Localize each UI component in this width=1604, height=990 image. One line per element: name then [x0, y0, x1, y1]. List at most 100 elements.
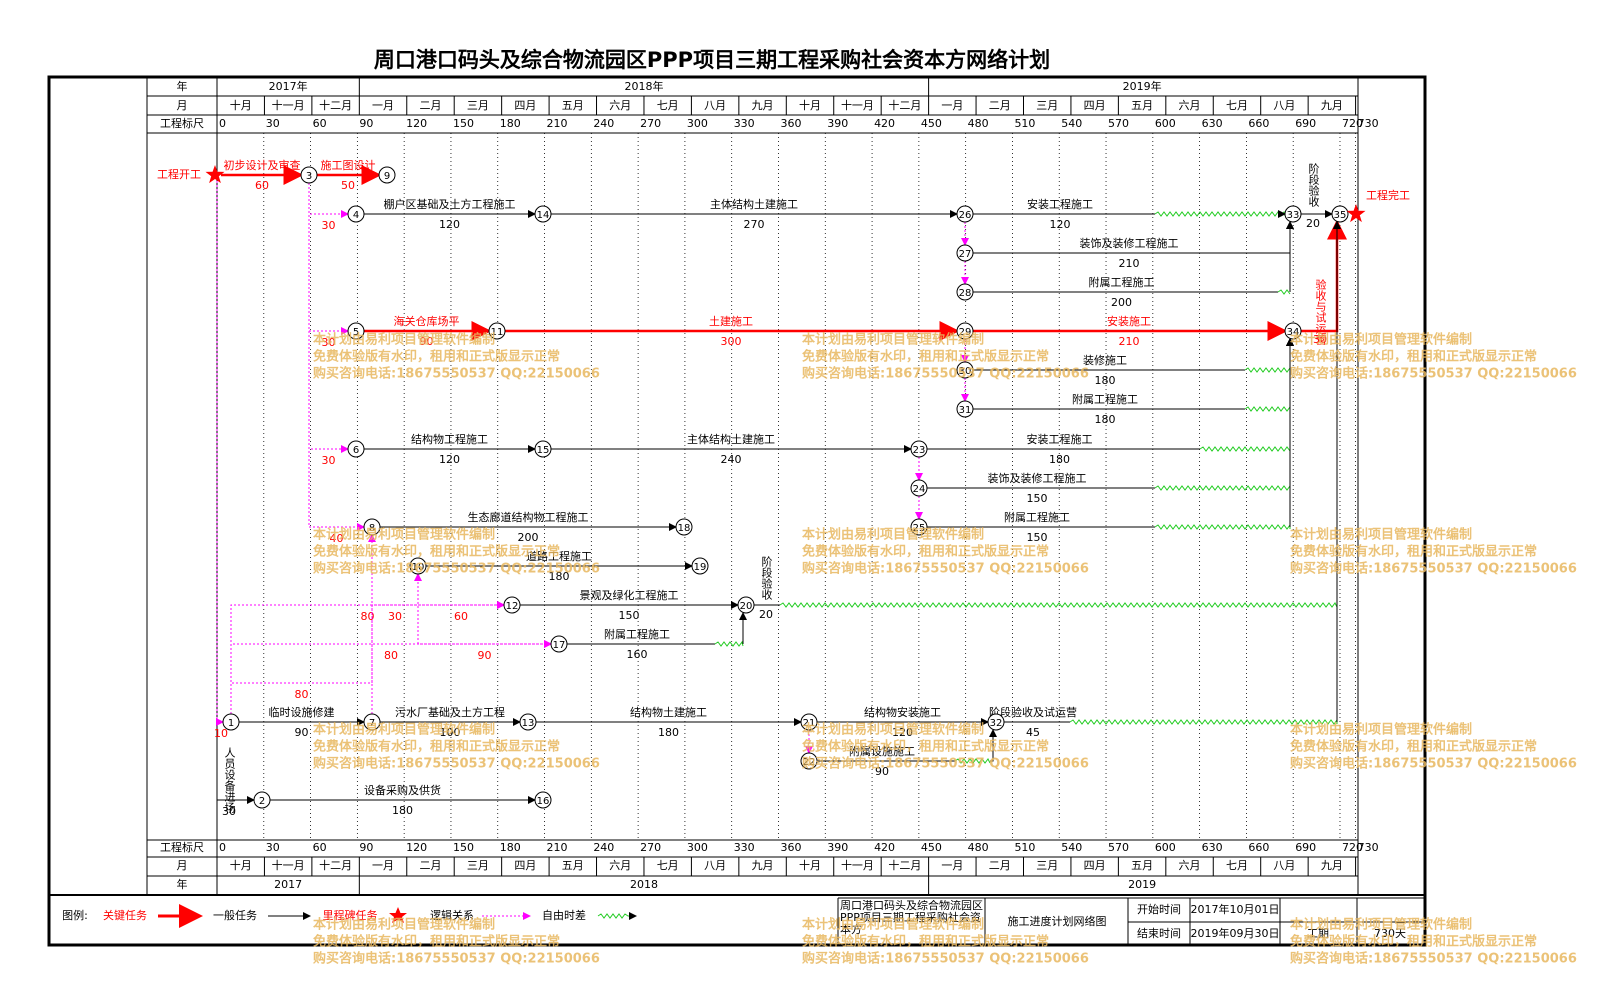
node-label: 33 — [1287, 210, 1300, 221]
logic-link: 40 — [308, 183, 365, 545]
scale-label: 30 — [266, 117, 280, 130]
node-label: 27 — [959, 249, 972, 260]
node-label: 21 — [803, 718, 816, 729]
task-name: 阶段验收及试运营 — [989, 705, 1077, 719]
node — [253, 791, 271, 809]
task-name: 附属工程施工 — [1072, 392, 1138, 406]
node — [363, 518, 381, 536]
node — [910, 479, 928, 497]
node — [503, 596, 521, 614]
watermark: 免费体验版有水印，租用和正式版显示正常 — [313, 544, 560, 560]
task-duration: 90 — [875, 765, 889, 778]
node — [987, 713, 1005, 731]
scale-label: 270 — [640, 841, 661, 854]
scale-label: 450 — [921, 841, 942, 854]
watermark: 免费体验版有水印，租用和正式版显示正常 — [313, 739, 560, 755]
watermark: 免费体验版有水印，租用和正式版显示正常 — [1290, 739, 1537, 755]
node-label: 14 — [537, 210, 550, 221]
month-label: 二月 — [419, 859, 441, 872]
row-label: 年 — [177, 79, 188, 93]
watermark: 免费体验版有水印，租用和正式版显示正常 — [802, 349, 1049, 365]
task: 棚户区基础及土方工程施工 120 — [364, 197, 536, 231]
tasks: 初步设计及审查60施工图设计50棚户区基础及土方工程施工120主体结构土建施工2… — [216, 158, 1347, 818]
month-label: 三月 — [467, 859, 489, 872]
node — [800, 752, 818, 770]
watermark: 免费体验版有水印，租用和正式版显示正常 — [313, 349, 560, 365]
task: 生态廊道结构物工程施工 200 — [380, 510, 677, 544]
node-label: 16 — [537, 796, 550, 807]
task-duration: 300 — [721, 335, 742, 348]
row-label: 工程标尺 — [160, 840, 204, 854]
month-label: 五月 — [562, 99, 584, 112]
node-label: 20 — [740, 601, 753, 612]
task: 主体结构土建施工 270 — [551, 197, 958, 231]
task: 初步设计及审查 60 — [221, 158, 304, 192]
task-name: 结构物安装施工 — [864, 705, 941, 719]
task-name: 人员设备进场 — [223, 747, 236, 814]
task-duration: 150 — [619, 609, 640, 622]
month-label: 四月 — [1084, 99, 1106, 112]
task: 结构物土建施工 180 — [536, 705, 802, 739]
task-duration: 120 — [892, 726, 913, 739]
task-name: 安装施工 — [1107, 314, 1151, 328]
logic-arrow — [216, 181, 224, 726]
logic-lag: 30 — [388, 610, 402, 623]
scale-label: 360 — [780, 841, 801, 854]
scale-label: 330 — [734, 841, 755, 854]
scale-label: 300 — [687, 117, 708, 130]
task-duration: 30 — [1313, 333, 1327, 346]
logic-arrow — [417, 574, 552, 648]
watermark: 购买咨询电话:18675550537 QQ:22150066 — [1290, 366, 1577, 382]
logic-lag: 10 — [214, 727, 228, 740]
month-label: 二月 — [989, 859, 1011, 872]
frame — [47, 75, 1427, 947]
node — [956, 205, 974, 223]
task-name: 附属工程施工 — [1089, 275, 1155, 289]
row-label: 月 — [177, 99, 188, 112]
month-label: 十二月 — [319, 858, 352, 872]
node — [347, 322, 365, 340]
task-duration: 50 — [341, 179, 355, 192]
task-name: 污水厂基础及土方工程 — [395, 705, 505, 719]
month-label: 十二月 — [888, 858, 921, 872]
milestone-label: 工程开工 — [157, 168, 201, 181]
task-duration: 30 — [222, 805, 236, 818]
logic-arrow — [417, 574, 505, 609]
scale-label: 90 — [359, 841, 373, 854]
node-label: 29 — [959, 327, 972, 338]
logic-lag: 80 — [384, 649, 398, 662]
month-label: 九月 — [752, 99, 774, 112]
node — [519, 713, 537, 731]
month-label: 十月 — [230, 858, 252, 872]
task-arrow — [216, 181, 255, 804]
task-name: 附属工程施工 — [604, 627, 670, 641]
scale-label: 540 — [1061, 117, 1082, 130]
task-name: 海关仓库场平 — [394, 314, 460, 328]
node — [534, 791, 552, 809]
scale-label: 210 — [547, 117, 568, 130]
month-label: 七月 — [1226, 859, 1248, 872]
node-label: 5 — [353, 327, 359, 338]
node-label: 23 — [913, 445, 926, 456]
scale-label: 30 — [266, 841, 280, 854]
task-duration: 45 — [1026, 726, 1040, 739]
watermark: 购买咨询电话:18675550537 QQ:22150066 — [802, 366, 1089, 382]
logic-lag: 30 — [322, 336, 336, 349]
scale-label: 360 — [780, 117, 801, 130]
scale-label: 120 — [406, 117, 427, 130]
task-duration: 160 — [627, 648, 648, 661]
task-duration: 20 — [759, 608, 773, 621]
watermark: 本计划由易利项目管理软件编制 — [313, 722, 495, 738]
task-name: 初步设计及审查 — [224, 158, 301, 172]
month-label: 五月 — [562, 859, 584, 872]
node-label: 11 — [491, 327, 504, 338]
watermark: 本计划由易利项目管理软件编制 — [313, 332, 495, 348]
node-label: 13 — [522, 718, 535, 729]
scale-label: 480 — [968, 841, 989, 854]
scale-label: 60 — [313, 841, 327, 854]
month-label: 五月 — [1131, 859, 1153, 872]
month-label: 七月 — [657, 859, 679, 872]
scale-label: 210 — [547, 841, 568, 854]
logic-link: 30 — [308, 183, 349, 349]
